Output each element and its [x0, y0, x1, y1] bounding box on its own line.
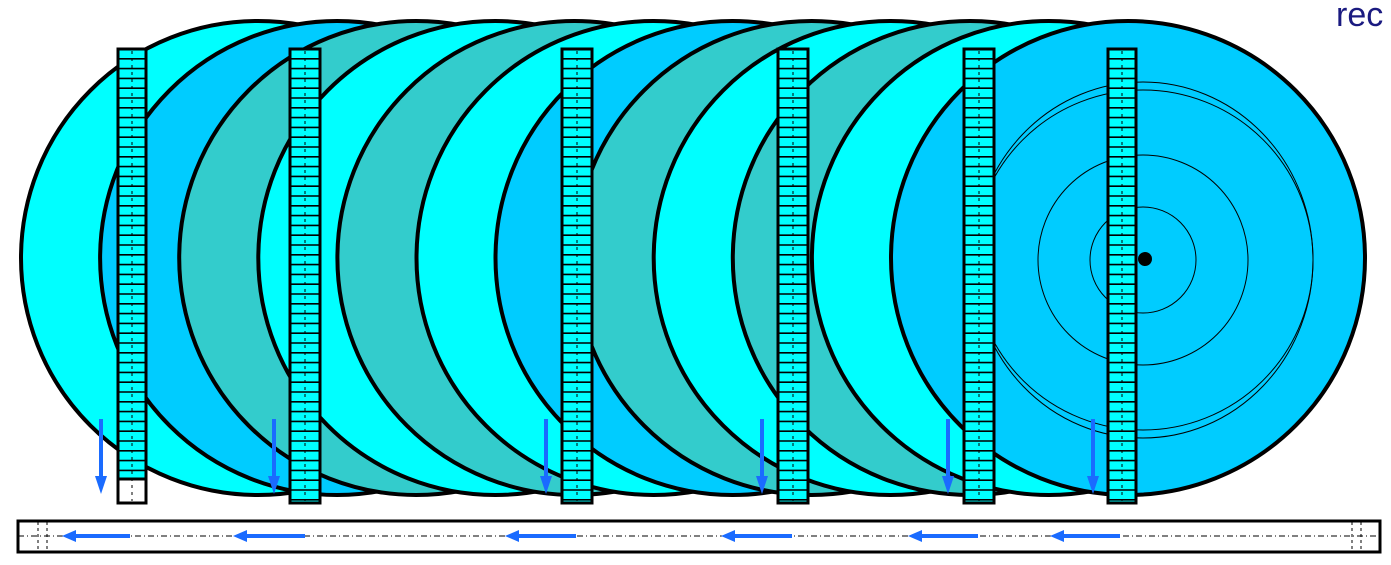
left-arrow-head — [908, 530, 922, 542]
down-arrow-head — [1087, 476, 1099, 494]
ring — [1037, 154, 1249, 366]
left-arrow — [721, 530, 792, 542]
down-arrow — [756, 419, 768, 494]
sensor-strips — [116, 47, 1138, 505]
output-track — [16, 519, 1382, 554]
sensor-strip — [288, 47, 322, 505]
sensor-strip — [560, 47, 594, 505]
down-arrow-head — [942, 476, 954, 494]
sensor-body — [776, 47, 810, 505]
left-arrow — [908, 530, 978, 542]
down-arrow-head — [268, 476, 280, 494]
left-arrow-head — [1050, 530, 1064, 542]
down-arrow — [942, 419, 954, 494]
down-arrows — [95, 419, 1099, 494]
corner-label: rec — [1336, 0, 1384, 34]
ring — [1089, 206, 1197, 314]
disk-stack — [19, 19, 1367, 497]
left-arrow-head — [62, 530, 76, 542]
left-arrow-head — [505, 530, 519, 542]
sensor-strip — [776, 47, 810, 505]
sensor-strip — [962, 47, 996, 505]
left-arrow — [505, 530, 576, 542]
sensor-strip — [1106, 47, 1138, 505]
down-arrow — [540, 419, 552, 494]
left-arrow — [62, 530, 130, 542]
left-arrow-head — [721, 530, 735, 542]
hub-dot — [1138, 252, 1152, 266]
down-arrow — [1087, 419, 1099, 494]
left-arrow — [233, 530, 305, 542]
down-arrow — [95, 419, 107, 494]
left-arrow-head — [233, 530, 247, 542]
left-arrow — [1050, 530, 1120, 542]
down-arrow-head — [540, 476, 552, 494]
down-arrow — [268, 419, 280, 494]
down-arrow-head — [95, 476, 107, 494]
sensor-strip — [116, 47, 148, 505]
down-arrow-head — [756, 476, 768, 494]
